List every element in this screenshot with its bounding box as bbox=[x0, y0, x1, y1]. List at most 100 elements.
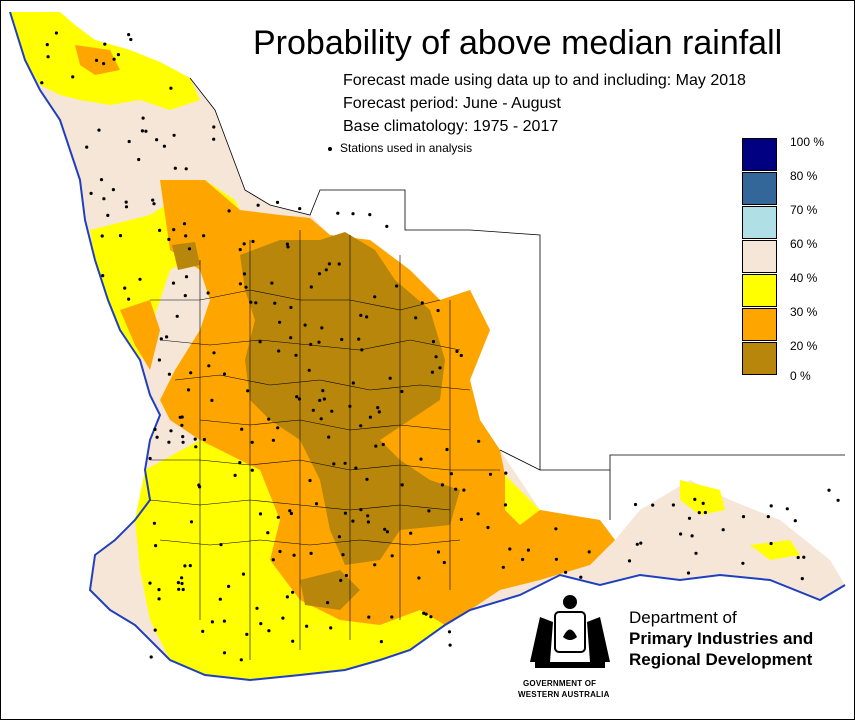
station-dot bbox=[165, 335, 169, 339]
station-dot bbox=[693, 497, 697, 501]
station-dot bbox=[281, 616, 285, 620]
station-dot bbox=[167, 372, 171, 376]
station-dot bbox=[344, 573, 348, 578]
station-dot bbox=[802, 555, 806, 559]
station-dot bbox=[183, 564, 187, 568]
legend-label: 0 % bbox=[790, 369, 811, 383]
station-dot bbox=[687, 516, 692, 520]
station-dot bbox=[320, 326, 324, 330]
station-dot bbox=[180, 423, 184, 427]
station-dot bbox=[238, 282, 242, 286]
station-dot bbox=[210, 620, 214, 624]
station-dot bbox=[239, 658, 243, 662]
station-dot bbox=[97, 128, 101, 132]
station-dot bbox=[298, 207, 302, 211]
forecast-made-text: Forecast made using data up to and inclu… bbox=[343, 72, 746, 89]
station-dot bbox=[564, 570, 568, 574]
station-dot bbox=[218, 597, 222, 601]
station-dot bbox=[222, 372, 227, 376]
station-dot bbox=[360, 348, 364, 352]
station-dot bbox=[409, 531, 413, 535]
station-dot bbox=[341, 553, 345, 557]
station-dot bbox=[793, 519, 797, 523]
station-dot bbox=[311, 408, 315, 412]
station-dot bbox=[242, 272, 246, 276]
station-dot bbox=[169, 429, 173, 433]
station-dot bbox=[365, 315, 369, 319]
station-dot bbox=[285, 242, 289, 246]
station-dot bbox=[289, 511, 293, 516]
station-dot bbox=[374, 444, 378, 448]
station-dot bbox=[686, 571, 691, 575]
station-dot bbox=[188, 564, 192, 568]
station-dot bbox=[153, 628, 157, 632]
station-dot bbox=[317, 340, 321, 344]
station-dot bbox=[448, 643, 452, 647]
station-dot bbox=[694, 551, 698, 555]
station-dot bbox=[329, 626, 333, 630]
station-dot bbox=[103, 42, 107, 46]
zone-yellow-east bbox=[680, 480, 725, 515]
government-line-1: GOVERNMENT OF bbox=[523, 679, 597, 688]
station-dots bbox=[40, 31, 840, 662]
legend-label: 60 % bbox=[790, 237, 818, 251]
legend-swatch bbox=[742, 274, 777, 307]
station-dot bbox=[385, 224, 389, 228]
station-dot bbox=[181, 435, 185, 439]
station-dot bbox=[377, 410, 381, 414]
station-dot-icon bbox=[328, 146, 332, 151]
zone-brown-south bbox=[300, 570, 360, 610]
station-dot bbox=[367, 615, 371, 619]
station-dot bbox=[679, 532, 683, 536]
station-dot bbox=[140, 129, 144, 133]
station-dot bbox=[258, 512, 263, 516]
station-dot bbox=[337, 262, 341, 266]
station-dot bbox=[238, 248, 242, 252]
legend-label: 20 % bbox=[790, 339, 818, 353]
zone-yellow-south bbox=[135, 440, 445, 680]
station-dot bbox=[85, 145, 89, 149]
station-dot bbox=[766, 515, 770, 519]
agency-line-1: Department of bbox=[629, 608, 737, 627]
station-dot bbox=[318, 398, 322, 402]
station-dot bbox=[309, 342, 313, 346]
station-dot bbox=[400, 483, 404, 487]
zone-orange-west bbox=[120, 300, 160, 370]
station-dot bbox=[181, 587, 185, 592]
station-dot bbox=[503, 503, 508, 507]
station-dot bbox=[379, 640, 383, 644]
station-dot bbox=[400, 389, 404, 394]
station-dot bbox=[148, 581, 152, 585]
station-dot bbox=[554, 557, 559, 561]
station-dot bbox=[292, 553, 296, 557]
station-dot bbox=[127, 297, 131, 301]
station-dot bbox=[309, 285, 313, 289]
station-dot bbox=[189, 371, 193, 375]
station-dot bbox=[359, 313, 363, 317]
station-dot bbox=[275, 200, 280, 204]
station-dot bbox=[390, 615, 394, 619]
station-dot bbox=[180, 576, 184, 580]
station-dot bbox=[319, 417, 323, 421]
station-dot bbox=[366, 520, 370, 524]
legend-label: 40 % bbox=[790, 271, 818, 285]
station-dot bbox=[151, 198, 155, 202]
base-climatology-text: Base climatology: 1975 - 2017 bbox=[343, 118, 559, 135]
station-dot bbox=[158, 228, 162, 232]
station-dot bbox=[314, 502, 319, 506]
station-dot bbox=[71, 75, 75, 79]
station-dot bbox=[123, 286, 127, 290]
station-dot bbox=[157, 588, 161, 592]
coastline bbox=[9, 11, 846, 682]
station-dot bbox=[368, 213, 372, 217]
station-dot bbox=[436, 550, 441, 554]
station-dot bbox=[697, 510, 701, 515]
station-dot bbox=[201, 629, 205, 634]
station-dot bbox=[278, 549, 282, 554]
station-dot bbox=[434, 355, 438, 359]
zone-yellow-east2 bbox=[750, 540, 800, 560]
station-dot bbox=[671, 503, 676, 507]
agency-line-2: Primary Industries and bbox=[629, 629, 814, 648]
station-dot bbox=[222, 651, 227, 655]
